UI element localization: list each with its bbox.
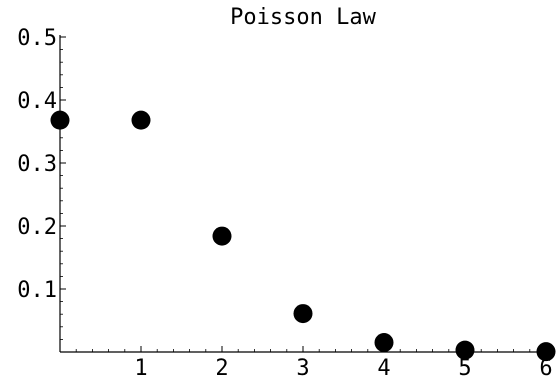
data-point bbox=[50, 110, 70, 130]
axes bbox=[59, 35, 554, 353]
data-point bbox=[536, 342, 556, 362]
x-tick-label: 3 bbox=[296, 356, 309, 381]
chart-title: Poisson Law bbox=[230, 5, 376, 30]
x-tick-label: 6 bbox=[539, 356, 552, 381]
x-tick-label: 5 bbox=[458, 356, 471, 381]
data-point bbox=[455, 340, 475, 360]
x-tick-label: 1 bbox=[134, 356, 147, 381]
y-tick-label: 0.2 bbox=[17, 215, 57, 240]
data-point bbox=[131, 110, 151, 130]
data-point bbox=[293, 304, 313, 324]
data-point bbox=[212, 226, 232, 246]
x-tick-label: 2 bbox=[215, 356, 228, 381]
ticks: 1 2 3 4 5 6 0.1 0.2 0.3 0.4 0.5 bbox=[17, 26, 552, 381]
y-tick-label: 0.4 bbox=[17, 89, 57, 114]
data-point bbox=[374, 333, 394, 353]
y-tick-label: 0.1 bbox=[17, 278, 57, 303]
data-points bbox=[50, 110, 556, 362]
y-tick-label: 0.3 bbox=[17, 152, 57, 177]
y-tick-label: 0.5 bbox=[17, 26, 57, 51]
x-tick-label: 4 bbox=[377, 356, 390, 381]
